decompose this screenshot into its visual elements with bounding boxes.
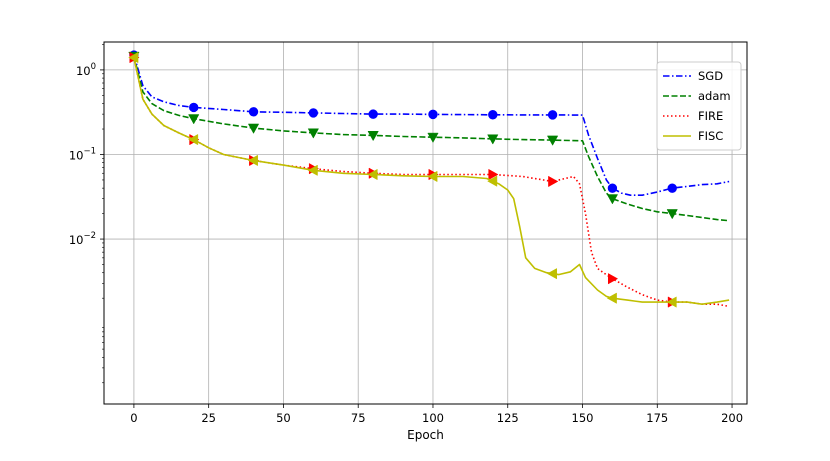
series-marker-sgd (428, 109, 438, 120)
x-tick-label: 50 (276, 411, 291, 425)
series-marker-adam (367, 131, 379, 142)
series-marker-adam (427, 132, 439, 143)
x-tick-label: 150 (572, 411, 594, 425)
x-tick-label: 100 (422, 411, 444, 425)
x-tick-label: 175 (646, 411, 668, 425)
series-marker-adam (307, 128, 319, 139)
series-marker-adam (247, 123, 260, 134)
series-marker-fisc (546, 268, 558, 280)
y-tick-label: 10−2 (69, 231, 96, 247)
series-marker-sgd (248, 107, 259, 117)
x-tick-label: 75 (351, 411, 366, 425)
series-fisc (128, 51, 730, 308)
series-marker-fire (548, 175, 559, 188)
series-marker-fisc (128, 51, 139, 64)
legend: SGD adam FIRE FISC (656, 61, 742, 151)
series-marker-fisc (666, 296, 677, 308)
legend-label-sgd: SGD (698, 69, 723, 83)
series-marker-sgd (368, 109, 378, 119)
series-marker-sgd (547, 110, 558, 120)
x-tick-label: 25 (201, 411, 216, 425)
series-line-fisc (133, 57, 730, 305)
series-marker-sgd (667, 183, 677, 193)
series-marker-fisc (606, 292, 617, 304)
series-marker-adam (546, 135, 559, 146)
series-marker-sgd (488, 110, 498, 120)
y-ticks: 100 10−1 10−2 (69, 44, 104, 384)
y-tick-label: 10−1 (69, 146, 96, 162)
legend-label-adam: adam (698, 89, 731, 103)
plot-frame (103, 41, 748, 405)
series-layer (128, 50, 730, 308)
series-marker-fisc (487, 175, 498, 187)
series-marker-adam (487, 134, 499, 145)
x-axis-label: Epoch (407, 428, 444, 442)
legend-label-fisc: FISC (698, 129, 723, 143)
series-marker-adam (188, 114, 200, 125)
series-marker-adam (606, 194, 619, 205)
series-line-fire (133, 57, 730, 308)
series-marker-fisc (427, 170, 438, 183)
legend-box (656, 61, 742, 151)
series-marker-sgd (308, 108, 319, 118)
series-marker-fire (608, 273, 619, 285)
series-marker-sgd (189, 102, 199, 113)
x-tick-label: 0 (130, 411, 137, 425)
legend-label-fire: FIRE (698, 109, 723, 123)
x-tick-label: 125 (497, 411, 519, 425)
x-ticks: 0 25 50 75 100 125 150 175 200 (130, 404, 743, 425)
series-marker-adam (666, 209, 678, 220)
series-marker-fire (488, 168, 499, 181)
series-marker-fisc (367, 168, 378, 181)
x-tick-label: 200 (721, 411, 743, 425)
series-fire (129, 51, 730, 308)
series-marker-fisc (188, 133, 199, 146)
y-tick-label: 100 (76, 62, 96, 78)
series-line-sgd (133, 54, 730, 196)
series-marker-fisc (307, 164, 318, 176)
series-marker-fisc (247, 154, 258, 167)
series-marker-sgd (607, 183, 618, 193)
